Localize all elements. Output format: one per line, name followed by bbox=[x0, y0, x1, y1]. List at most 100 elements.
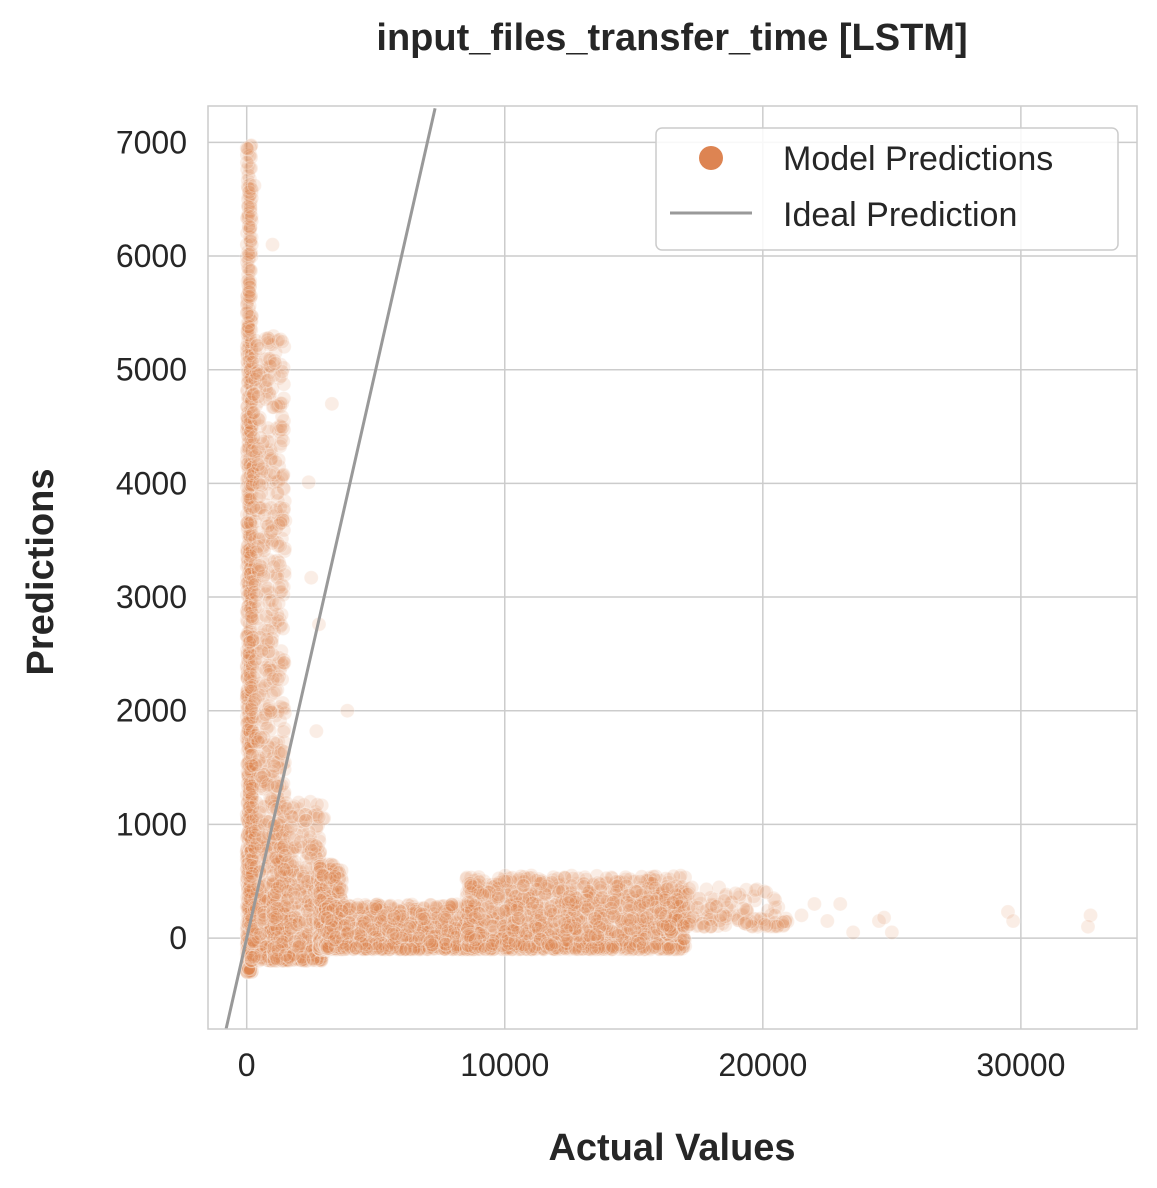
scatter-point bbox=[275, 695, 291, 711]
scatter-point bbox=[242, 961, 258, 977]
scatter-point bbox=[240, 767, 256, 783]
scatter-point bbox=[577, 899, 593, 915]
scatter-point bbox=[242, 322, 258, 338]
scatter-point bbox=[245, 499, 261, 515]
scatter-point bbox=[243, 845, 259, 861]
scatter-point bbox=[240, 653, 256, 669]
scatter-point bbox=[462, 875, 478, 891]
scatter-point bbox=[243, 739, 259, 755]
scatter-point bbox=[243, 726, 259, 742]
scatter-point bbox=[243, 465, 259, 481]
scatter-point bbox=[239, 670, 255, 686]
scatter-point bbox=[240, 964, 256, 980]
scatter-point bbox=[240, 682, 256, 698]
scatter-point bbox=[240, 550, 256, 566]
scatter-point bbox=[243, 249, 259, 265]
scatter-point bbox=[243, 308, 259, 324]
scatter-point bbox=[243, 702, 259, 718]
scatter-point bbox=[242, 725, 258, 741]
scatter-point bbox=[241, 470, 257, 486]
scatter-point bbox=[240, 692, 256, 708]
scatter-point bbox=[609, 878, 625, 894]
scatter-point bbox=[267, 910, 283, 926]
scatter-point bbox=[240, 725, 256, 741]
scatter-point bbox=[242, 512, 258, 528]
scatter-point bbox=[259, 631, 275, 647]
scatter-point bbox=[516, 937, 532, 953]
scatter-point bbox=[241, 577, 257, 593]
scatter-point bbox=[242, 814, 258, 830]
scatter-point bbox=[428, 899, 444, 915]
scatter-point bbox=[242, 729, 258, 745]
scatter-point bbox=[241, 198, 257, 214]
scatter-point bbox=[239, 806, 255, 822]
scatter-point bbox=[240, 404, 256, 420]
scatter-point bbox=[243, 964, 259, 980]
scatter-point bbox=[244, 437, 260, 453]
scatter-point bbox=[498, 902, 514, 918]
scatter-point bbox=[242, 589, 258, 605]
scatter-points bbox=[239, 137, 1099, 980]
scatter-point bbox=[240, 964, 256, 980]
scatter-point bbox=[240, 886, 256, 902]
scatter-point bbox=[242, 289, 258, 305]
scatter-point bbox=[244, 540, 260, 556]
scatter-point bbox=[243, 787, 259, 803]
scatter-point bbox=[647, 939, 663, 955]
scatter-point bbox=[242, 871, 258, 887]
scatter-point bbox=[241, 624, 257, 640]
scatter-point bbox=[246, 404, 262, 420]
scatter-point bbox=[239, 670, 255, 686]
scatter-point bbox=[241, 337, 257, 353]
scatter-point bbox=[240, 416, 256, 432]
scatter-point bbox=[240, 825, 256, 841]
scatter-point bbox=[241, 768, 257, 784]
scatter-point bbox=[239, 399, 255, 415]
scatter-point bbox=[242, 140, 258, 156]
scatter-point bbox=[250, 734, 266, 750]
scatter-point bbox=[243, 137, 259, 153]
scatter-point bbox=[444, 897, 460, 913]
scatter-point bbox=[542, 903, 558, 919]
scatter-point bbox=[243, 376, 259, 392]
scatter-point bbox=[243, 760, 259, 776]
scatter-point bbox=[340, 924, 356, 940]
scatter-point bbox=[244, 405, 260, 421]
scatter-point bbox=[243, 722, 259, 738]
scatter-point bbox=[239, 287, 255, 303]
scatter-point bbox=[241, 862, 257, 878]
scatter-point bbox=[250, 457, 266, 473]
scatter-point bbox=[242, 498, 258, 514]
scatter-point bbox=[242, 561, 258, 577]
scatter-point bbox=[240, 587, 256, 603]
scatter-point bbox=[239, 559, 255, 575]
scatter-point bbox=[245, 354, 261, 370]
scatter-point bbox=[241, 567, 257, 583]
scatter-point bbox=[241, 339, 257, 355]
scatter-point bbox=[240, 798, 256, 814]
scatter-point bbox=[243, 138, 259, 154]
scatter-point bbox=[413, 911, 429, 927]
scatter-point bbox=[242, 720, 258, 736]
scatter-point bbox=[244, 511, 260, 527]
scatter-point bbox=[239, 843, 255, 859]
scatter-point bbox=[264, 523, 280, 539]
scatter-point bbox=[241, 364, 257, 380]
scatter-point bbox=[241, 465, 257, 481]
scatter-point bbox=[244, 787, 260, 803]
scatter-point bbox=[241, 305, 257, 321]
scatter-point bbox=[243, 956, 259, 972]
scatter-point bbox=[240, 828, 256, 844]
scatter-point bbox=[239, 875, 255, 891]
scatter-point bbox=[242, 773, 258, 789]
scatter-point bbox=[242, 964, 258, 980]
scatter-point bbox=[240, 964, 256, 980]
scatter-point bbox=[244, 805, 260, 821]
scatter-point bbox=[544, 938, 560, 954]
scatter-point bbox=[239, 346, 255, 362]
scatter-point bbox=[274, 334, 290, 350]
scatter-point bbox=[242, 319, 258, 335]
scatter-point bbox=[243, 629, 259, 645]
scatter-point bbox=[239, 147, 255, 163]
scatter-point bbox=[276, 861, 292, 877]
